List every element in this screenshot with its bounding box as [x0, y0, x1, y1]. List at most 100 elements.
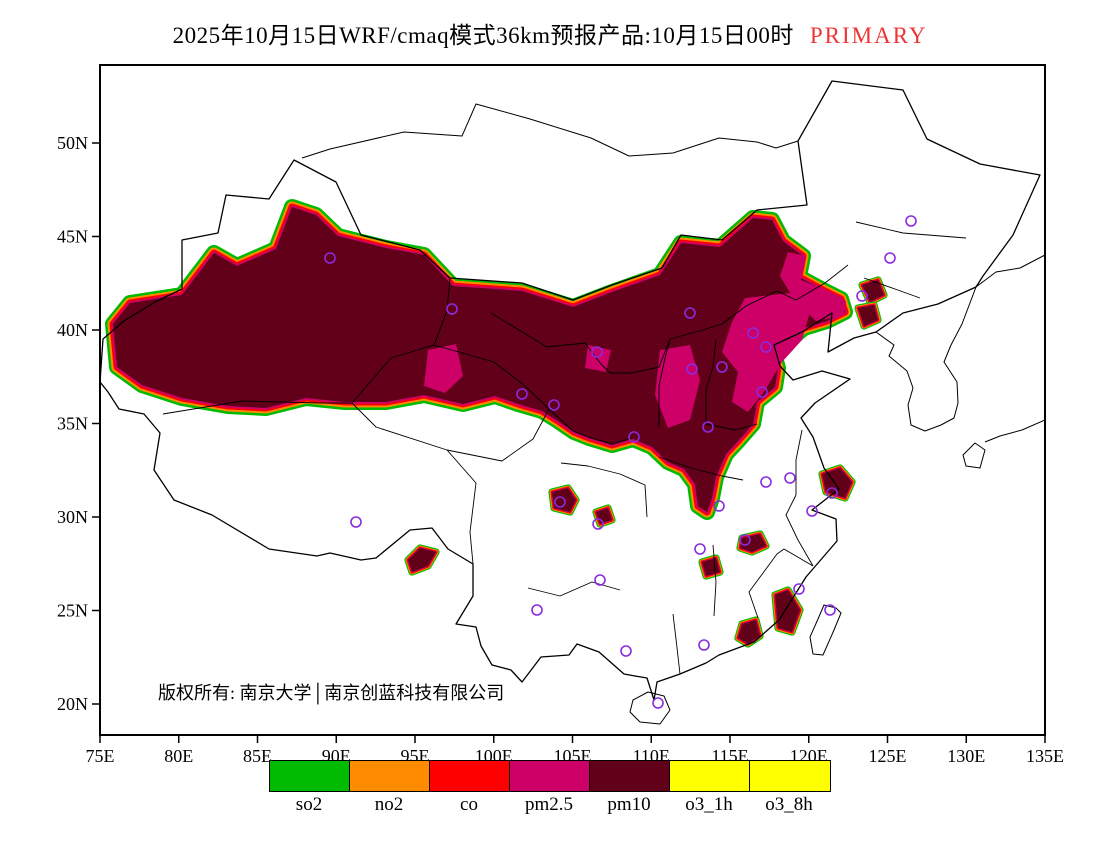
pollution-patch-guangdong	[738, 620, 760, 644]
province-boundary-heilongjiang	[855, 221, 967, 239]
pollution-patch-fujian	[775, 590, 800, 632]
city-marker	[686, 363, 698, 375]
city-marker	[713, 500, 725, 512]
city-marker	[784, 472, 796, 484]
province-boundary-shandong-west	[705, 423, 758, 431]
city-marker	[554, 496, 566, 508]
province-boundary-fujian	[748, 548, 814, 619]
province-boundary-hunan-jiangxi	[712, 544, 717, 617]
province-boundary-tibet-east	[351, 402, 477, 565]
japan-kyushu-island	[962, 442, 986, 469]
city-marker	[826, 487, 838, 499]
province-boundary-henan-hubei	[658, 456, 744, 481]
city-marker	[446, 303, 458, 315]
legend-label-so2: so2	[295, 794, 323, 815]
city-marker	[516, 388, 528, 400]
japan-honshu-coastline	[984, 419, 1045, 443]
page-title: 2025年10月15日WRF/cmaq模式36km预报产品:10月15日00时 P…	[0, 16, 1100, 50]
legend-swatch-so2	[270, 761, 350, 791]
city-marker	[591, 346, 603, 358]
korea-coastline	[875, 286, 977, 432]
province-boundary-shanxi-west	[658, 338, 671, 427]
province-boundary-guangxi-guangdong	[672, 613, 681, 675]
legend-label-no2: no2	[374, 794, 404, 815]
pollutant-legend: so2 no2 co pm2.5 pm10 o3_1h o3_8h	[269, 760, 831, 816]
city-marker	[760, 341, 772, 353]
lat-tick-label: 30N	[57, 507, 88, 527]
city-marker	[905, 215, 917, 227]
province-boundary-sichuan-north	[560, 462, 648, 518]
lat-tick-label: 25N	[57, 601, 88, 621]
pm10-main-region	[113, 207, 845, 512]
city-marker	[652, 697, 664, 709]
province-boundary-jilin-liaoning	[863, 277, 921, 299]
legend-label-pm2.5: pm2.5	[524, 794, 574, 815]
pollution-patch-liaoning-east	[858, 305, 878, 326]
city-marker	[592, 518, 604, 530]
province-boundary-yunnan-guizhou	[527, 581, 621, 597]
city-marker	[793, 583, 805, 595]
lat-tick-label: 35N	[57, 414, 88, 434]
city-marker	[698, 639, 710, 651]
copyright-text: 版权所有: 南京大学│南京创蓝科技有限公司	[158, 683, 505, 703]
city-marker	[628, 431, 640, 443]
city-marker	[324, 252, 336, 264]
lat-tick-label: 50N	[57, 133, 88, 153]
city-marker	[350, 516, 362, 528]
legend-swatch-o3_8h	[750, 761, 830, 791]
city-marker	[620, 645, 632, 657]
pm25-region-qaidam	[424, 344, 463, 393]
city-marker	[716, 361, 728, 373]
legend-swatch-o3_1h	[670, 761, 750, 791]
legend-swatch-pm2.5	[510, 761, 590, 791]
russia-coastline	[975, 254, 1045, 288]
legend-label-o3_1h: o3_1h	[685, 794, 733, 815]
city-marker	[884, 252, 896, 264]
russia-mongolia-border	[301, 103, 799, 159]
legend-swatch-no2	[350, 761, 430, 791]
lat-tick-label: 45N	[57, 227, 88, 247]
lon-tick-label: 135E	[1026, 746, 1064, 766]
province-boundary-zhejiang-anhui	[785, 494, 814, 567]
lat-tick-label: 20N	[57, 694, 88, 714]
city-marker	[760, 476, 772, 488]
city-marker	[594, 574, 606, 586]
lon-tick-label: 80E	[164, 746, 193, 766]
taiwan-island	[809, 604, 842, 656]
legend-label-row: so2 no2 co pm2.5 pm10 o3_1h o3_8h	[269, 792, 831, 816]
lon-tick-label: 75E	[86, 746, 115, 766]
legend-swatch-pm10	[590, 761, 670, 791]
lat-tick-label: 40N	[57, 320, 88, 340]
city-marker	[824, 604, 836, 616]
lon-tick-label: 130E	[947, 746, 985, 766]
china-national-border	[100, 80, 1041, 701]
legend-label-pm10: pm10	[607, 794, 651, 815]
city-marker	[548, 399, 560, 411]
province-boundary-jiangsu-anhui	[795, 429, 803, 495]
pollution-patch-se-tibet	[408, 548, 436, 572]
city-marker	[856, 290, 868, 302]
map-layers	[100, 80, 1045, 725]
legend-swatch-co	[430, 761, 510, 791]
province-boundary-gansu-south	[548, 408, 633, 445]
hainan-island	[629, 691, 671, 725]
city-marker	[806, 505, 818, 517]
legend-color-bar	[269, 760, 831, 792]
city-marker	[756, 386, 768, 398]
city-marker	[694, 543, 706, 555]
lon-tick-label: 85E	[243, 746, 272, 766]
city-marker	[684, 307, 696, 319]
province-boundary-xinjiang	[162, 277, 451, 415]
pm25-region-liaoning	[780, 252, 846, 321]
city-marker	[747, 327, 759, 339]
pollution-patch-jiangxi	[740, 534, 766, 552]
city-marker	[739, 534, 751, 546]
legend-label-co: co	[460, 794, 478, 815]
city-marker	[702, 421, 714, 433]
city-marker	[531, 604, 543, 616]
title-main: 2025年10月15日WRF/cmaq模式36km预报产品:10月15日00时	[172, 23, 794, 48]
province-boundary-shanxi-east	[705, 338, 717, 424]
title-tag: PRIMARY	[809, 23, 928, 48]
lon-tick-label: 125E	[869, 746, 907, 766]
